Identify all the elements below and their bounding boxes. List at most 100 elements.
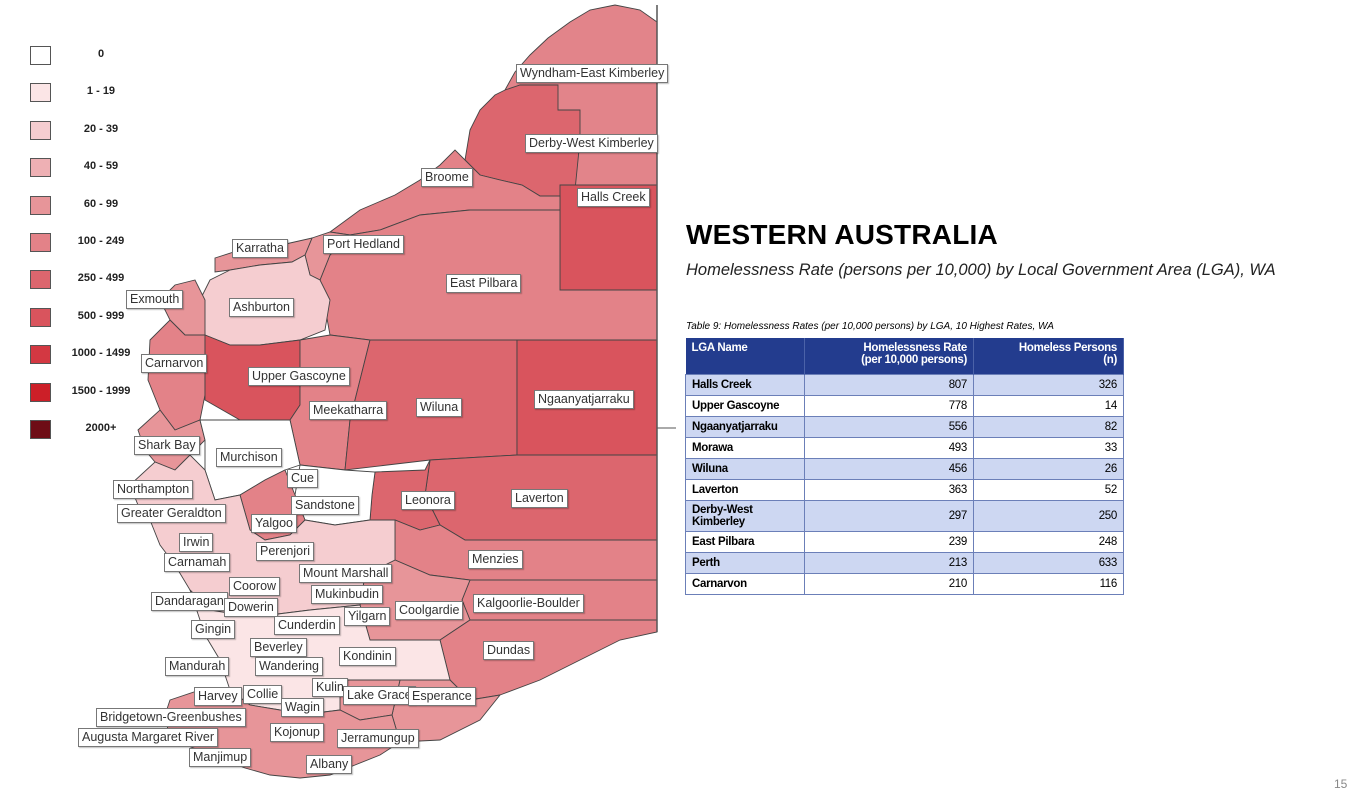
cell-lga-name: Perth	[685, 552, 805, 574]
map-label: Dundas	[483, 641, 535, 660]
map-label: Wandering	[255, 657, 323, 676]
cell-persons: 116	[973, 573, 1124, 595]
table-row: Perth 213 633	[685, 552, 1124, 574]
map-label: Kojonup	[270, 723, 324, 742]
map-label: Mount Marshall	[299, 564, 393, 583]
table-row: East Pilbara 239 248	[685, 531, 1124, 553]
map-label: Kondinin	[339, 647, 396, 666]
header-lga-name: LGA Name	[685, 338, 805, 375]
header-rate-line2: (per 10,000 persons)	[861, 354, 967, 366]
map-label: Halls Creek	[577, 188, 650, 207]
map-label: Menzies	[468, 550, 523, 569]
legend-label: 1 - 19	[86, 85, 116, 98]
legend-swatch	[30, 345, 51, 365]
cell-persons: 633	[973, 552, 1124, 574]
cell-rate: 210	[804, 573, 974, 595]
legend-swatch	[30, 158, 51, 178]
homelessness-table: LGA Name Homelessness Rate (per 10,000 pe…	[685, 338, 1124, 595]
map-label: Wyndham-East Kimberley	[516, 64, 669, 83]
header-rate: Homelessness Rate (per 10,000 persons)	[804, 338, 974, 375]
legend-label: 100 - 249	[77, 234, 125, 247]
map-label: Esperance	[408, 687, 476, 706]
map-label: Augusta Margaret River	[78, 728, 219, 747]
map-label: Broome	[421, 168, 473, 187]
cell-persons: 14	[973, 395, 1124, 417]
table-caption: Table 9: Homelessness Rates (per 10,000 …	[686, 321, 1054, 332]
cell-lga-name: Laverton	[685, 479, 805, 501]
cell-persons: 82	[973, 416, 1124, 438]
table-row: Upper Gascoyne 778 14	[685, 395, 1124, 417]
page-title: WESTERN AUSTRALIA	[686, 219, 998, 250]
legend-label: 1000 - 1499	[71, 347, 131, 360]
cell-lga-name: East Pilbara	[685, 531, 805, 553]
cell-rate: 239	[804, 531, 974, 553]
table-row: Halls Creek 807 326	[685, 374, 1124, 396]
legend-label: 2000+	[85, 421, 117, 434]
table-row: Carnarvon 210 116	[685, 573, 1124, 595]
map-label: Sandstone	[291, 496, 359, 515]
map-label: Kalgoorlie-Boulder	[473, 594, 584, 613]
map-label: Harvey	[194, 687, 242, 706]
cell-lga-name: Derby-West Kimberley	[685, 500, 805, 532]
cell-persons: 326	[973, 374, 1124, 396]
map-label: Kulin	[312, 678, 348, 697]
page-number: 15	[1334, 777, 1348, 791]
cell-lga-name: Carnarvon	[685, 573, 805, 595]
map-label: Karratha	[232, 239, 288, 258]
legend-swatch	[30, 120, 51, 140]
cell-rate: 807	[804, 374, 974, 396]
cell-lga-name: Halls Creek	[685, 374, 805, 396]
header-persons-line2: (n)	[1103, 354, 1117, 366]
map-label: Mukinbudin	[311, 585, 383, 604]
legend-label: 40 - 59	[83, 160, 119, 173]
map-label: Perenjori	[256, 542, 315, 561]
map-label: East Pilbara	[446, 274, 522, 293]
legend-label: 500 - 999	[77, 309, 125, 322]
map-label: Cunderdin	[274, 616, 340, 635]
cell-persons: 248	[973, 531, 1124, 553]
map-label: Laverton	[511, 489, 568, 508]
map-label: Jerramungup	[337, 729, 419, 748]
map-label: Yilgarn	[344, 607, 391, 626]
map-label: Upper Gascoyne	[248, 367, 350, 386]
cell-rate: 297	[804, 500, 974, 532]
table-row: Laverton 363 52	[685, 479, 1124, 501]
map-label: Lake Grace	[343, 686, 416, 705]
map-label: Leonora	[401, 491, 455, 510]
legend-swatch	[30, 307, 51, 327]
map-label: Port Hedland	[323, 235, 404, 254]
map-label: Wagin	[281, 698, 324, 717]
map-label: Manjimup	[189, 748, 252, 767]
map-label: Carnarvon	[141, 354, 208, 373]
legend-swatch	[30, 270, 51, 290]
cell-rate: 778	[804, 395, 974, 417]
map-label: Bridgetown-Greenbushes	[96, 708, 246, 727]
map-label: Mandurah	[165, 657, 230, 676]
map-label: Cue	[287, 469, 318, 488]
map-label: Dowerin	[224, 598, 278, 617]
table-row: Morawa 493 33	[685, 437, 1124, 459]
table-row: Ngaanyatjarraku 556 82	[685, 416, 1124, 438]
legend-label: 20 - 39	[83, 122, 119, 135]
cell-persons: 250	[973, 500, 1124, 532]
map-label: Collie	[243, 685, 283, 704]
cell-rate: 493	[804, 437, 974, 459]
map-label: Yalgoo	[251, 514, 297, 533]
table-row: Derby-West Kimberley 297 250	[685, 500, 1124, 532]
cell-persons: 52	[973, 479, 1124, 501]
cell-lga-name: Morawa	[685, 437, 805, 459]
map-label: Coorow	[229, 577, 281, 596]
map-label: Carnamah	[164, 553, 231, 572]
header-persons-line1: Homeless Persons	[1018, 342, 1117, 354]
map-label: Greater Geraldton	[117, 504, 226, 523]
map-label: Shark Bay	[134, 436, 200, 455]
legend-swatch	[30, 195, 51, 215]
cell-lga-name: Ngaanyatjarraku	[685, 416, 805, 438]
table-header-row: LGA Name Homelessness Rate (per 10,000 pe…	[685, 338, 1124, 375]
cell-rate: 363	[804, 479, 974, 501]
map-label: Derby-West Kimberley	[525, 134, 658, 153]
legend-swatch	[30, 419, 51, 439]
map-label: Wiluna	[416, 398, 463, 417]
region-carnarvon	[147, 319, 206, 431]
cell-rate: 213	[804, 552, 974, 574]
